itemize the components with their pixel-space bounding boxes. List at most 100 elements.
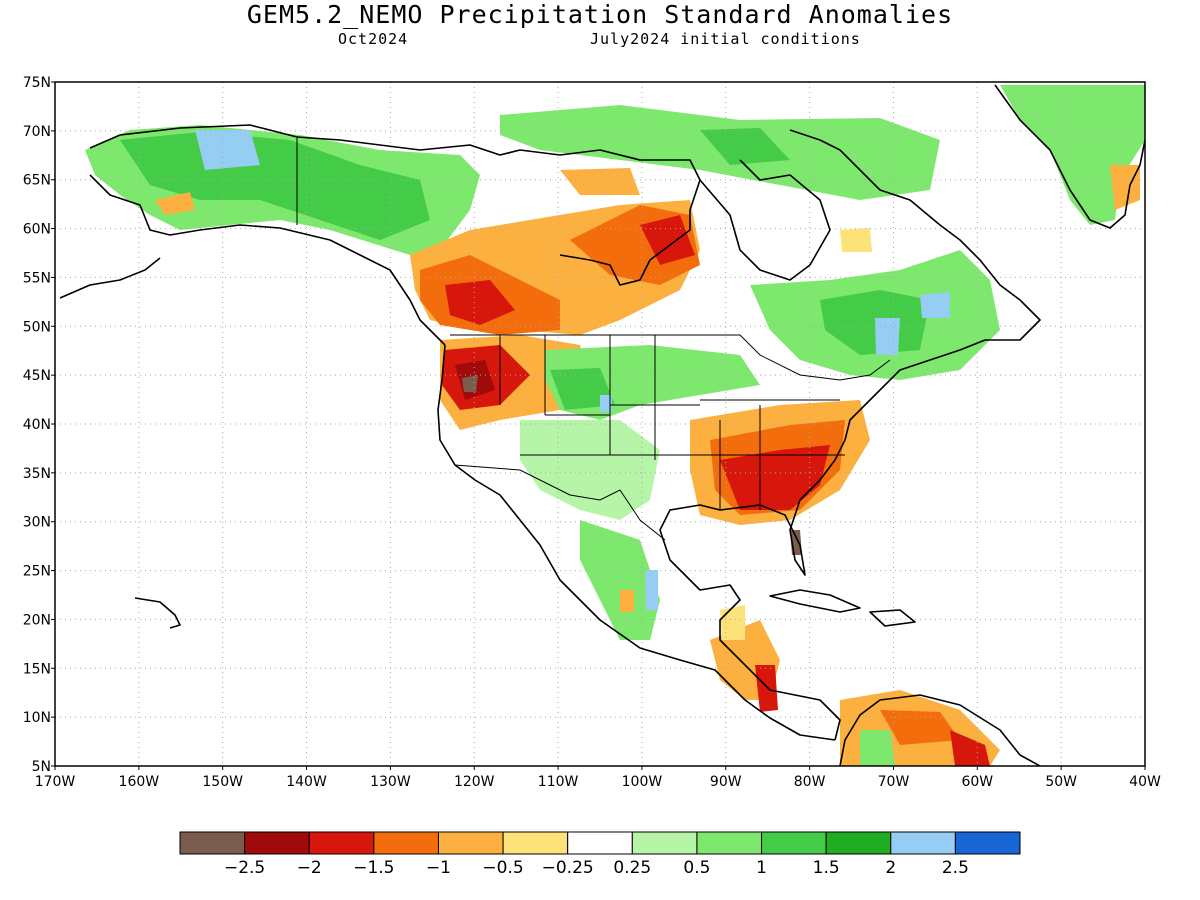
latitude-label: 35N [23, 466, 51, 482]
longitude-label: 110W [538, 774, 579, 790]
anomaly-labrador-dry [840, 228, 872, 252]
anomaly-mexico-dry [620, 590, 634, 612]
state-lines [499, 335, 845, 510]
latitude-label: 75N [23, 75, 51, 91]
colorbar-label: 1 [756, 858, 767, 878]
longitude-label: 130W [370, 774, 411, 790]
colorbar-swatch [244, 831, 310, 855]
colorbar-label: −1 [426, 858, 451, 878]
colorbar-swatch [890, 831, 956, 855]
coast-south-america [839, 694, 1041, 766]
colorbar-label: −0.5 [482, 858, 523, 878]
anomaly-bc-max [445, 280, 515, 325]
political-boundaries [296, 137, 891, 541]
longitude-label: 170W [35, 774, 76, 790]
latitude-label: 15N [23, 661, 51, 677]
latitude-label: 5N [32, 759, 51, 775]
longitude-label: 120W [454, 774, 495, 790]
colorbar-swatch [696, 831, 763, 855]
coast-east-canada [789, 129, 1041, 391]
colorbar-label: 0.5 [683, 858, 710, 878]
longitude-labels: 170W 160W 150W 140W 130W 120W 110W 100W 90W 80W 70… [35, 774, 1161, 790]
longitude-label: 150W [202, 774, 243, 790]
anomaly-southwest [520, 420, 660, 520]
longitude-label: 60W [961, 774, 993, 790]
longitude-label: 70W [878, 774, 910, 790]
colorbar-labels: −2.5 −2 −1.5 −1 −0.5 −0.25 0.25 0.5 1 1.5 2 2.5 [224, 858, 969, 878]
colorbar-label: 2 [885, 858, 896, 878]
latitude-label: 20N [23, 612, 51, 628]
anomaly-mexico-max [645, 570, 658, 610]
anomaly-alaska-core [120, 132, 430, 240]
colorbar-swatch [502, 831, 569, 855]
anomaly-yucatan [720, 605, 745, 640]
coast-alaska-south [89, 174, 446, 346]
map-plot-area [55, 82, 1145, 766]
latitude-label: 45N [23, 368, 51, 384]
anomaly-alaska-max [195, 130, 260, 170]
colorbar-swatch [631, 831, 698, 855]
longitude-label: 80W [794, 774, 826, 790]
anomaly-hudson-core [640, 215, 695, 265]
colorbar-label: −0.25 [542, 858, 594, 878]
anomaly-south-america-core [880, 710, 960, 745]
anomaly-labrador-max [920, 292, 950, 318]
latitude-labels: 75N 70N 65N 60N 55N 50N 45N 40N 35N 30N 25N 20N 15N 1… [23, 75, 51, 775]
colorbar-swatch [761, 831, 827, 855]
latitude-label: 50N [23, 319, 51, 335]
border-us-mexico [454, 464, 666, 541]
colorbar [179, 831, 1021, 855]
axis-ticks [51, 81, 1146, 770]
latitude-label: 65N [23, 173, 51, 189]
colorbar-swatch [567, 831, 633, 855]
map-title: GEM5.2_NEMO Precipitation Standard Anoma… [246, 0, 954, 29]
coast-gulf [659, 389, 881, 741]
longitude-label: 100W [622, 774, 663, 790]
colorbar-label: −2 [297, 858, 322, 878]
longitude-label: 140W [286, 774, 327, 790]
longitude-label: 90W [710, 774, 742, 790]
latitude-label: 25N [23, 564, 51, 580]
latitude-label: 40N [23, 417, 51, 433]
anomaly-greenland-dry [1110, 165, 1140, 210]
longitude-label: 160W [119, 774, 160, 790]
colorbar-swatch [308, 831, 375, 855]
latitude-label: 10N [23, 710, 51, 726]
border-us-canada [450, 334, 891, 381]
coast-west-us [437, 344, 836, 741]
anomaly-south-america-max [950, 730, 990, 766]
colorbar-label: −2.5 [224, 858, 265, 878]
colorbar-swatch [954, 831, 1021, 855]
colorbar-label: 0.25 [613, 858, 651, 878]
initial-conditions: July2024 initial conditions [590, 30, 861, 48]
anomaly-alaska-dry [155, 192, 195, 215]
colorbar-swatch [437, 831, 504, 855]
anomaly-greenland [1000, 85, 1145, 225]
anomaly-southeast-max [720, 445, 830, 510]
anomaly-arctic-dry [560, 168, 640, 195]
anomaly-plains-max [600, 395, 612, 412]
coast-greenland [994, 84, 1145, 229]
colorbar-swatch [825, 831, 892, 855]
coast-cuba [769, 589, 861, 613]
longitude-label: 40W [1129, 774, 1161, 790]
anomaly-central-america-core [755, 665, 778, 712]
colorbar-swatch [179, 831, 246, 855]
forecast-month: Oct2024 [338, 30, 409, 48]
coast-hispaniola [869, 609, 916, 627]
longitude-label: 50W [1045, 774, 1077, 790]
anomaly-mexico [580, 520, 660, 640]
colorbar-swatch [373, 831, 439, 855]
anomaly-quebec-core [820, 290, 930, 355]
latitude-label: 30N [23, 515, 51, 531]
coast-aleutians [59, 257, 161, 299]
anomaly-colombia-wet [860, 730, 895, 766]
coast-hawaii [134, 597, 181, 629]
anomaly-plains-core [550, 368, 615, 410]
anomaly-shading [85, 85, 1145, 766]
colorbar-label: 1.5 [813, 858, 840, 878]
latitude-label: 60N [23, 222, 51, 238]
coast-hudson [699, 159, 831, 281]
colorbar-label: 2.5 [942, 858, 969, 878]
